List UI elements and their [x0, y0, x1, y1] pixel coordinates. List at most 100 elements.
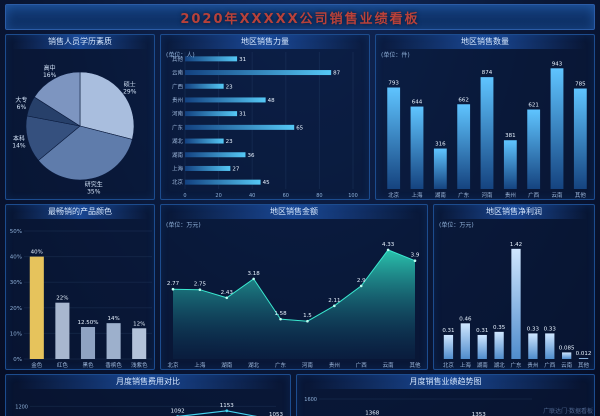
page-title: 2020年XXXXX公司销售业绩看板 [180, 11, 420, 27]
svg-text:湖南: 湖南 [435, 191, 447, 199]
panel-title-net-profit: 地区销售净利润 [434, 205, 594, 219]
sales-amount-chart-body: (单位：万元) 2.77 北京 2.75 上海 2.43 湖南 3.18 湖北 1.58 广东 1.… [161, 219, 427, 369]
svg-text:贵州: 贵州 [505, 191, 516, 199]
svg-text:其他: 其他 [409, 361, 421, 369]
svg-text:2.77: 2.77 [167, 281, 180, 287]
svg-text:6%: 6% [17, 104, 27, 111]
svg-text:上海: 上海 [172, 164, 184, 172]
svg-text:广东: 广东 [510, 361, 522, 369]
svg-text:黑色: 黑色 [82, 361, 94, 369]
svg-text:湖北: 湖北 [494, 361, 506, 369]
dashboard-header: 2020年XXXXX公司销售业绩看板 [5, 4, 595, 30]
svg-text:3.18: 3.18 [248, 271, 261, 277]
svg-text:621: 621 [528, 103, 539, 109]
svg-text:1.5: 1.5 [303, 313, 312, 319]
svg-text:云南: 云南 [561, 361, 573, 369]
svg-text:0%: 0% [13, 357, 22, 363]
svg-text:100: 100 [348, 193, 358, 199]
svg-text:广东: 广东 [458, 191, 470, 199]
svg-text:1053: 1053 [269, 412, 283, 416]
svg-text:316: 316 [435, 142, 446, 148]
svg-text:1200: 1200 [15, 404, 28, 410]
panel-product-colors: 最畅销的产品颜色 0% 10% 20% 30% 40% 50% 40% 金色 22% 红色 12.5… [5, 204, 155, 370]
svg-text:广东: 广东 [172, 123, 184, 131]
svg-text:0.33: 0.33 [544, 326, 557, 332]
svg-text:1.42: 1.42 [510, 242, 522, 248]
svg-text:本科: 本科 [13, 135, 25, 143]
svg-text:1368: 1368 [365, 411, 379, 416]
svg-text:0.012: 0.012 [576, 351, 592, 357]
svg-text:硕士: 硕士 [124, 80, 136, 88]
panel-title-sales-qty: 地区销售数量 [376, 35, 594, 49]
svg-text:湖北: 湖北 [248, 361, 260, 369]
svg-text:36: 36 [247, 153, 254, 159]
svg-text:广西: 广西 [544, 361, 556, 369]
svg-text:1.58: 1.58 [274, 311, 287, 317]
svg-text:20%: 20% [10, 306, 22, 312]
svg-text:其他: 其他 [575, 191, 587, 199]
svg-text:20: 20 [215, 193, 221, 199]
panel-title-product-colors: 最畅销的产品颜色 [6, 205, 154, 219]
sales-qty-bar-chart: 793 北京 644 上海 316 湖南 662 广东 874 河南 381 贵州 621 广西 943 云南… [387, 61, 587, 199]
product-colors-chart-body: 0% 10% 20% 30% 40% 50% 40% 金色 22% 红色 12.50% 黑色 14% 香槟… [6, 219, 154, 369]
svg-text:27: 27 [232, 166, 239, 172]
svg-text:河南: 河南 [302, 361, 314, 369]
svg-text:云南: 云南 [551, 191, 563, 199]
panel-sales-qty: 地区销售数量 (单位：件) 793 北京 644 上海 316 湖南 662 广东 874 河南 3… [375, 34, 595, 200]
svg-text:大专: 大专 [15, 96, 27, 104]
svg-text:北京: 北京 [443, 361, 455, 369]
svg-text:0.33: 0.33 [527, 326, 540, 332]
svg-text:湖南: 湖南 [221, 361, 233, 369]
svg-text:0.31: 0.31 [476, 328, 488, 334]
svg-text:贵州: 贵州 [172, 96, 183, 104]
svg-text:1153: 1153 [220, 403, 234, 409]
sales-force-hbar-chart: 0 20 40 60 80 100 北京 45 上海 27 湖南 36 湖北 23 广东 65 河南 31 贵州 48… [172, 52, 358, 199]
svg-text:29%: 29% [123, 88, 137, 95]
svg-text:香槟色: 香槟色 [105, 361, 122, 369]
unit-label-persons: (单位：人) [166, 52, 195, 59]
svg-text:北京: 北京 [172, 178, 184, 186]
panel-title-monthly-trend: 月度销售业绩趋势图 [297, 375, 594, 389]
svg-text:87: 87 [333, 71, 340, 77]
svg-text:785: 785 [575, 82, 586, 88]
svg-text:0.085: 0.085 [559, 345, 575, 351]
panel-education-pie: 销售人员学历素质 硕士 29% 研究生 35% 本科 14% 大专 6% 高中 16% [5, 34, 155, 200]
net-profit-bar-chart: 0.31 北京 0.46 上海 0.31 湖南 0.35 湖北 1.42 广东 0.33 贵州 0.33… [442, 242, 592, 369]
svg-text:40: 40 [249, 193, 255, 199]
panel-title-sales-amount: 地区销售金额 [161, 205, 427, 219]
svg-text:31: 31 [239, 112, 246, 118]
panel-expense-compare: 月度销售费用对比 0200400600800100012001月2月3月4月5月… [5, 374, 291, 416]
svg-text:研究生: 研究生 [85, 180, 103, 188]
panel-net-profit: 地区销售净利润 (单位：万元) 0.31 北京 0.46 上海 0.31 湖南 0.35 湖北… [433, 204, 595, 370]
svg-text:16%: 16% [43, 72, 57, 79]
row-bottom: 月度销售费用对比 0200400600800100012001月2月3月4月5月… [5, 374, 595, 416]
svg-text:40%: 40% [10, 255, 22, 261]
svg-text:50%: 50% [10, 229, 22, 235]
education-chart-body: 硕士 29% 研究生 35% 本科 14% 大专 6% 高中 16% [6, 49, 154, 199]
svg-text:31: 31 [239, 57, 246, 63]
sales-amount-area-chart: 2.77 北京 2.75 上海 2.43 湖南 3.18 湖北 1.58 广东 1.5 河南 2.11 贵… [167, 242, 421, 369]
svg-text:湖南: 湖南 [477, 361, 489, 369]
svg-text:云南: 云南 [383, 361, 395, 369]
svg-text:3.9: 3.9 [411, 253, 420, 259]
svg-text:广西: 广西 [356, 361, 368, 369]
panel-title-expense-compare: 月度销售费用对比 [6, 375, 290, 389]
svg-text:0: 0 [183, 193, 186, 199]
svg-text:60: 60 [283, 193, 289, 199]
svg-text:高中: 高中 [44, 64, 56, 72]
svg-text:22%: 22% [56, 296, 68, 302]
panel-title-education: 销售人员学历素质 [6, 35, 154, 49]
svg-text:河南: 河南 [481, 191, 493, 199]
svg-text:上海: 上海 [460, 361, 472, 369]
svg-text:381: 381 [505, 133, 516, 139]
svg-text:2.43: 2.43 [221, 290, 234, 296]
svg-text:30%: 30% [10, 280, 22, 286]
svg-text:1092: 1092 [171, 409, 185, 415]
svg-text:943: 943 [552, 61, 563, 67]
sales-force-chart-body: (单位：人) 0 20 40 60 80 100 北京 45 上海 27 湖南 36 湖北 23 广东 65 河… [161, 49, 369, 199]
svg-text:贵州: 贵州 [329, 361, 340, 369]
svg-text:14%: 14% [107, 316, 119, 322]
svg-text:662: 662 [458, 97, 469, 103]
